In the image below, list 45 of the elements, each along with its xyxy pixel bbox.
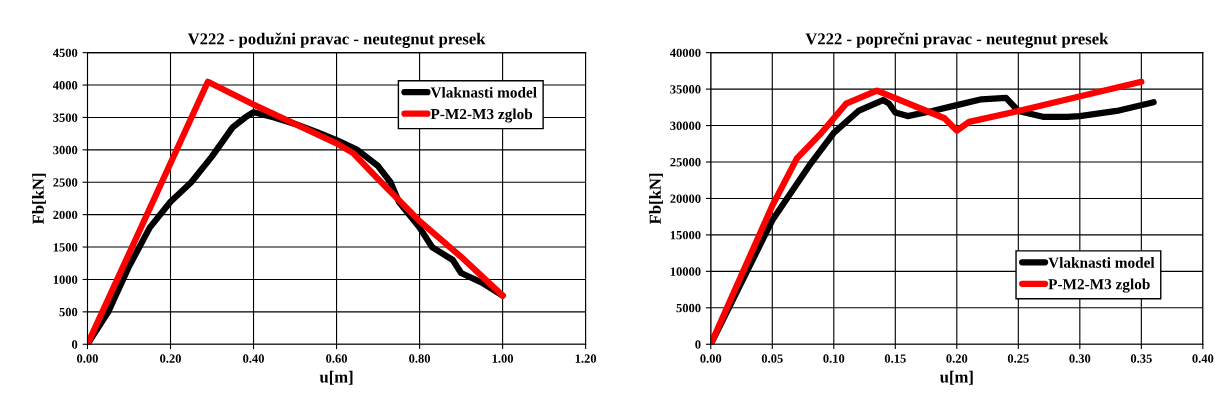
y-tick-label: 2000 <box>53 210 78 220</box>
x-tick-label: 0.60 <box>326 354 348 363</box>
y-tick-label: 3500 <box>53 113 78 122</box>
y-tick-label: 20000 <box>670 194 701 203</box>
y-tick-label: 25000 <box>670 158 701 167</box>
x-tick-label: 0.15 <box>884 354 906 363</box>
y-tick-label: 4500 <box>52 48 78 58</box>
legend-label: P-M2-M3 zglob <box>430 108 533 123</box>
y-tick-label: 0 <box>71 340 78 349</box>
x-tick-label: 0.20 <box>946 354 968 363</box>
x-tick-label: 0.80 <box>409 354 431 363</box>
x-tick-label: 0.25 <box>1007 354 1029 363</box>
x-tick-label: 0.05 <box>761 354 783 363</box>
x-tick-label: 0.00 <box>77 354 98 363</box>
x-axis-title: u[m] <box>939 370 973 385</box>
legend-label: Vlaknasti model <box>1048 257 1155 268</box>
legend-label: P-M2-M3 zglob <box>1048 278 1150 293</box>
y-tick-label: 2500 <box>53 178 78 187</box>
legend-label: Vlaknasti model <box>430 86 537 98</box>
y-axis-title: Fb[kN] <box>32 173 46 225</box>
y-tick-label: 35000 <box>670 85 701 94</box>
x-tick-label: 0.40 <box>1192 354 1214 363</box>
x-tick-label: 0.20 <box>160 354 181 363</box>
x-tick-label: 0.40 <box>243 354 264 363</box>
y-tick-label: 1000 <box>53 275 78 284</box>
y-tick-label: 15000 <box>670 230 701 240</box>
x-tick-label: 0.35 <box>1130 354 1152 363</box>
y-tick-label: 40000 <box>669 48 701 58</box>
x-axis-title: u[m] <box>319 370 353 385</box>
x-tick-label: 1.00 <box>492 354 514 363</box>
y-tick-label: 4000 <box>52 81 78 90</box>
x-tick-label: 1.20 <box>575 354 597 363</box>
x-tick-label: 0.30 <box>1069 354 1091 363</box>
y-axis-title: Fb[kN] <box>649 173 663 225</box>
y-tick-label: 0 <box>695 340 701 349</box>
y-tick-label: 5000 <box>676 303 701 313</box>
y-tick-label: 500 <box>59 307 78 317</box>
y-tick-label: 10000 <box>670 267 701 276</box>
x-tick-label: 0.00 <box>700 354 722 363</box>
y-tick-label: 3000 <box>53 145 78 155</box>
y-tick-label: 30000 <box>670 121 701 131</box>
chart-title: V222 - podužni pravac - neutegnut presek <box>187 32 486 48</box>
chart-title: V222 - poprečni pravac - neutegnut presek <box>805 32 1109 48</box>
x-tick-label: 0.10 <box>823 354 845 363</box>
y-tick-label: 1500 <box>53 243 78 252</box>
